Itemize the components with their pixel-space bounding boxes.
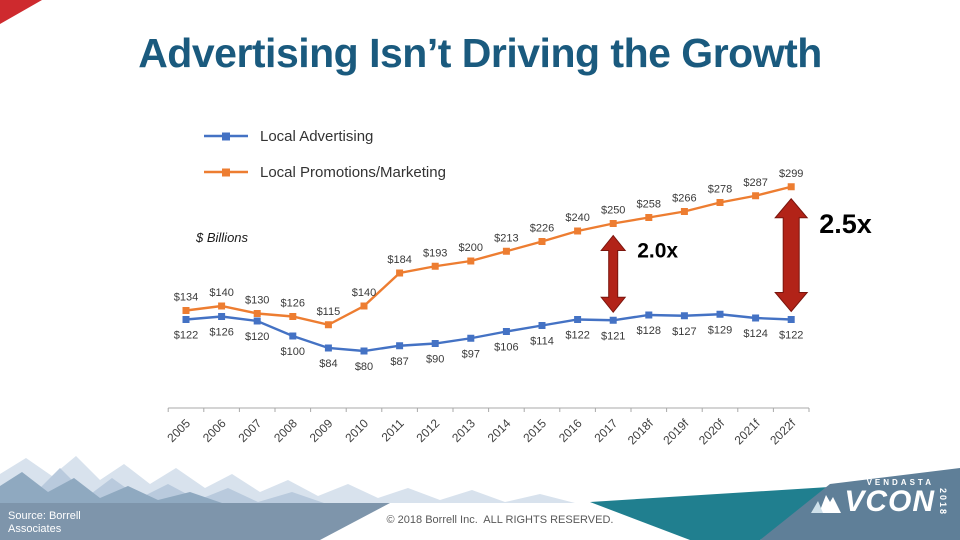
- svg-text:$121: $121: [601, 330, 625, 342]
- logo-year: 2018: [938, 487, 948, 517]
- svg-text:$126: $126: [281, 298, 305, 310]
- svg-text:$114: $114: [530, 336, 554, 348]
- svg-text:$134: $134: [174, 292, 198, 304]
- svg-text:$87: $87: [390, 356, 408, 368]
- vcon-wordmark: VCON: [844, 485, 935, 518]
- svg-text:$266: $266: [672, 193, 696, 205]
- legend-item-local-promotions: Local Promotions/Marketing: [203, 160, 446, 184]
- svg-text:$258: $258: [637, 199, 661, 211]
- svg-text:$124: $124: [743, 328, 767, 340]
- svg-text:$278: $278: [708, 184, 732, 196]
- svg-text:$130: $130: [245, 295, 269, 307]
- vendastacon-logo: VENDASTA VCON 2018: [811, 478, 948, 517]
- svg-text:$193: $193: [423, 247, 447, 259]
- svg-text:$184: $184: [387, 254, 411, 266]
- chart-legend: Local Advertising Local Promotions/Marke…: [203, 124, 446, 196]
- svg-text:$84: $84: [319, 358, 337, 370]
- svg-text:$226: $226: [530, 223, 554, 235]
- svg-text:$120: $120: [245, 331, 269, 343]
- svg-text:$127: $127: [672, 326, 696, 338]
- svg-text:$122: $122: [779, 330, 803, 342]
- legend-line-swatch: [204, 132, 248, 141]
- copyright-text: © 2018 Borrell Inc. ALL RIGHTS RESERVED.: [386, 514, 614, 526]
- legend-line-swatch: [204, 168, 248, 177]
- source-line: Associates: [8, 523, 62, 535]
- units-label: $ Billions: [196, 230, 249, 245]
- svg-text:$129: $129: [708, 324, 732, 336]
- mountain-footer-art: [0, 456, 960, 540]
- svg-text:$106: $106: [494, 342, 518, 354]
- mountain-logo-icon: [811, 495, 842, 513]
- svg-text:$299: $299: [779, 168, 803, 180]
- slide-title: Advertising Isn’t Driving the Growth: [138, 30, 822, 76]
- source-line: Source: Borrell: [8, 510, 81, 522]
- svg-text:$287: $287: [743, 177, 767, 189]
- svg-text:$140: $140: [352, 287, 376, 299]
- svg-text:$250: $250: [601, 205, 625, 217]
- red-corner-accent-icon: [0, 0, 42, 24]
- svg-text:$128: $128: [637, 325, 661, 337]
- svg-text:$126: $126: [209, 327, 233, 339]
- svg-text:$90: $90: [426, 354, 444, 366]
- svg-text:$115: $115: [317, 306, 341, 318]
- svg-text:$122: $122: [174, 330, 198, 342]
- svg-text:$200: $200: [459, 242, 483, 254]
- svg-text:$100: $100: [281, 346, 305, 358]
- svg-text:$80: $80: [355, 361, 373, 373]
- svg-text:$97: $97: [462, 348, 480, 360]
- svg-text:2.5x: 2.5x: [819, 209, 872, 239]
- vendasta-wordmark: VENDASTA: [866, 478, 934, 487]
- svg-text:$140: $140: [209, 287, 233, 299]
- legend-label: Local Advertising: [260, 127, 374, 145]
- source-attribution: Source: Borrell Associates: [8, 510, 81, 536]
- legend-label: Local Promotions/Marketing: [260, 163, 446, 181]
- svg-text:2.0x: 2.0x: [637, 240, 678, 263]
- svg-text:$213: $213: [494, 232, 518, 244]
- legend-item-local-advertising: Local Advertising: [203, 124, 446, 148]
- svg-text:$240: $240: [565, 212, 589, 224]
- svg-text:$122: $122: [565, 330, 589, 342]
